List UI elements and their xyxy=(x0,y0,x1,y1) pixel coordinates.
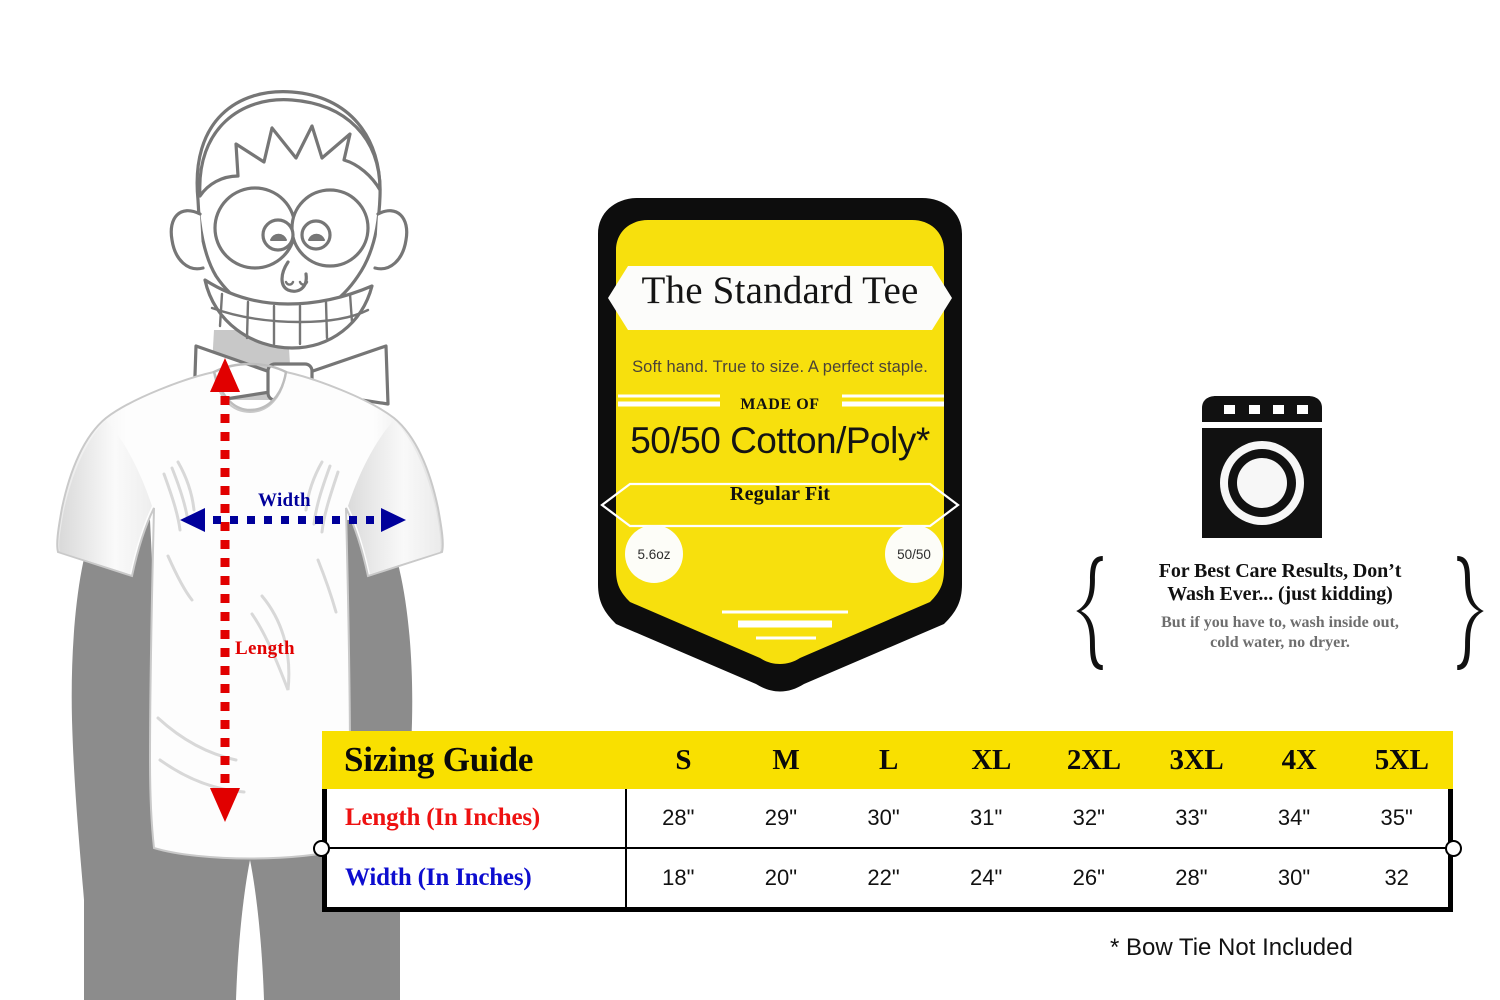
size-column-header: 5XL xyxy=(1374,743,1429,776)
table-right-knob xyxy=(1445,840,1462,857)
sizing-table-body: Length (In Inches) 28" 29" 30" 31" 32" 3… xyxy=(322,789,1453,912)
washing-machine-icon xyxy=(1192,396,1332,538)
size-column-header: S xyxy=(675,743,692,776)
badge-title-banner xyxy=(608,266,952,330)
width-label: Width xyxy=(258,490,311,511)
sizing-table-header: Sizing Guide S M L XL 2XL 3XL 4X 5XL xyxy=(322,731,1453,789)
right-brace-icon xyxy=(1457,555,1484,671)
care-headline: For Best Care Results, Don’t Wash Ever..… xyxy=(1112,560,1448,606)
size-columns: S M L XL 2XL 3XL 4X 5XL xyxy=(632,744,1453,777)
product-badge xyxy=(560,188,1000,708)
size-column-header: XL xyxy=(971,743,1012,776)
table-cell: 18" xyxy=(662,865,695,890)
badge-weight-chip: 5.6oz xyxy=(625,525,683,583)
table-cell: 20" xyxy=(764,865,798,890)
model-head xyxy=(169,90,409,350)
badge-material: 50/50 Cotton/Poly* xyxy=(630,420,930,461)
badge-made-of-label: MADE OF xyxy=(740,396,820,413)
table-cell: 32" xyxy=(1072,805,1105,830)
size-column-header: 2XL xyxy=(1066,743,1121,776)
table-cell: 22" xyxy=(867,865,900,890)
badge-fill xyxy=(616,220,944,664)
badge-fit: Regular Fit xyxy=(729,483,831,505)
sizing-guide-table: Sizing Guide S M L XL 2XL 3XL 4X 5XL Len… xyxy=(313,731,1462,912)
table-cell: 28" xyxy=(662,805,695,830)
badge-tagline: Soft hand. True to size. A perfect stapl… xyxy=(632,358,928,376)
table-cell: 26" xyxy=(1072,865,1105,890)
size-column-header: 3XL xyxy=(1169,743,1224,776)
table-cell: 31" xyxy=(970,805,1003,830)
size-column-header: L xyxy=(879,743,899,776)
width-measure-arrow xyxy=(180,508,406,532)
care-subtext-line2: cold water, no dryer. xyxy=(1210,633,1350,651)
length-label: Length xyxy=(235,638,295,659)
care-subtext-line1: But if you have to, wash inside out, xyxy=(1161,614,1399,632)
left-brace-icon xyxy=(1076,555,1103,671)
footnote: * Bow Tie Not Included xyxy=(1110,934,1353,961)
made-of-rules xyxy=(618,394,944,407)
table-cell: 29" xyxy=(764,805,798,830)
sizing-guide-title: Sizing Guide xyxy=(344,740,534,779)
badge-blend-chip: 50/50 xyxy=(885,525,943,583)
size-column-header: M xyxy=(772,743,800,776)
table-row: Length (In Inches) 28" 29" 30" 31" 32" 3… xyxy=(327,789,1448,847)
table-cell: 30" xyxy=(867,805,900,830)
care-instructions: For Best Care Results, Don’t Wash Ever..… xyxy=(1070,548,1490,678)
table-cell: 33" xyxy=(1175,805,1208,830)
care-headline-line1: For Best Care Results, Don’t xyxy=(1158,560,1402,582)
badge-bottom-rules xyxy=(722,610,848,640)
badge-title: The Standard Tee xyxy=(641,269,919,312)
table-cell: 35" xyxy=(1380,805,1413,830)
length-measure-arrow xyxy=(210,358,240,822)
fit-banner xyxy=(600,482,960,528)
table-left-knob xyxy=(313,840,330,857)
row-label-length: Length (In Inches) xyxy=(327,789,627,847)
care-subtext: But if you have to, wash inside out, col… xyxy=(1112,613,1448,651)
table-cell: 28" xyxy=(1175,865,1208,890)
row-label-width: Width (In Inches) xyxy=(327,849,627,907)
table-cell: 34" xyxy=(1277,805,1311,830)
table-cell: 30" xyxy=(1277,865,1311,890)
table-cell: 32 xyxy=(1384,865,1409,890)
table-cell: 24" xyxy=(970,865,1003,890)
size-column-header: 4X xyxy=(1281,743,1317,776)
care-headline-line2: Wash Ever... (just kidding) xyxy=(1167,583,1393,606)
table-row: Width (In Inches) 18" 20" 22" 24" 26" 28… xyxy=(327,847,1448,907)
